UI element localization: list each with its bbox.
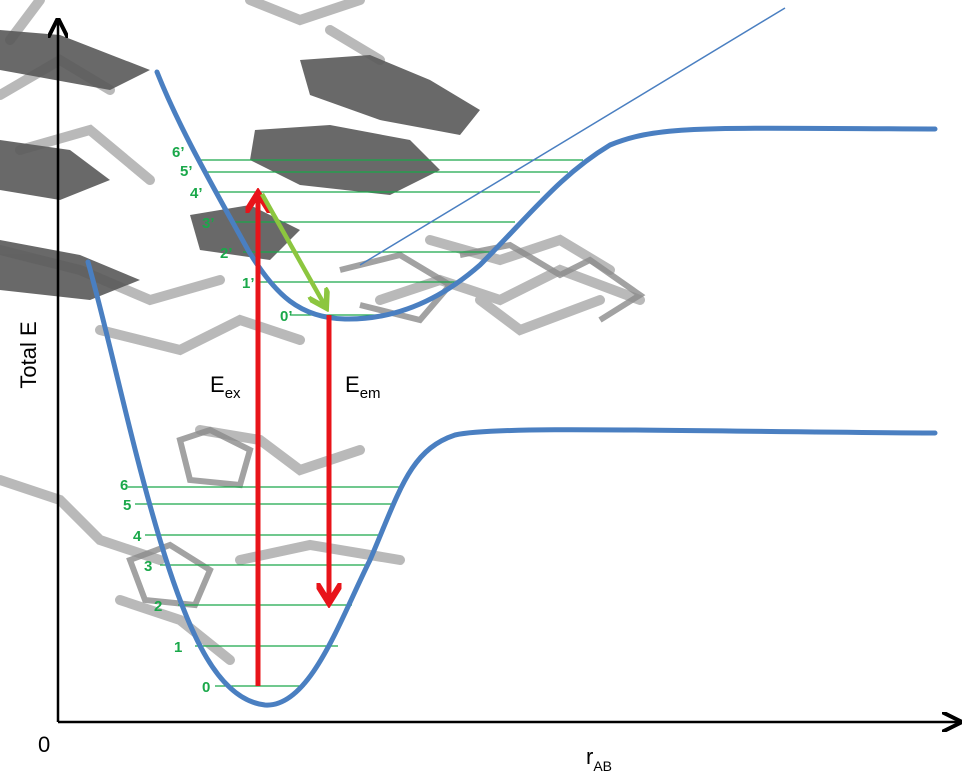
level-label: 4’ — [190, 185, 203, 202]
ground-vibrational-levels — [128, 486, 403, 687]
level-label: 1’ — [242, 275, 255, 292]
emission-label: Eem — [345, 372, 381, 402]
level-label: 3’ — [202, 215, 215, 232]
pointer-line — [359, 7, 786, 266]
x-axis-label: rAB — [586, 744, 612, 774]
excited-state-curve — [154, 69, 938, 322]
origin-label: 0 — [38, 732, 50, 757]
ground-state-curve — [85, 259, 938, 708]
level-label: 6’ — [172, 144, 185, 161]
dna-double-helix-molecule-icon — [0, 0, 646, 665]
level-label: 5’ — [180, 163, 193, 180]
level-label: 6 — [120, 477, 128, 494]
level-label: 0 — [202, 679, 210, 696]
y-axis-label: Total E — [16, 321, 41, 388]
ground-level-labels: 0 1 2 3 4 5 6 — [120, 477, 210, 696]
level-label: 3 — [144, 558, 152, 575]
excited-level-labels: 0’ 1’ 2’ 3’ 4’ 5’ 6’ — [172, 144, 293, 325]
level-label: 2 — [154, 598, 162, 615]
level-label: 0’ — [280, 308, 293, 325]
relaxation-arrow — [260, 192, 324, 304]
level-label: 1 — [174, 639, 182, 656]
excitation-label: Eex — [210, 372, 241, 402]
level-label: 5 — [123, 497, 131, 514]
level-label: 2’ — [220, 245, 233, 262]
level-label: 4 — [133, 528, 142, 545]
